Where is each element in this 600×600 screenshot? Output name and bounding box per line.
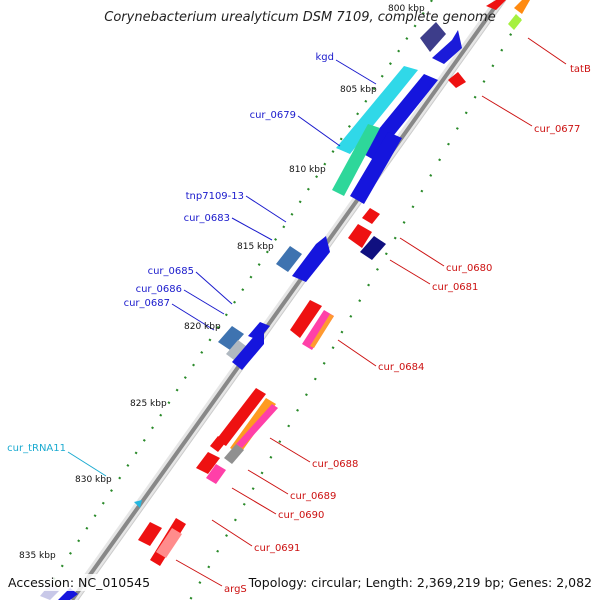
tick-label: 825 kbp [130,399,167,409]
gene-arrow-top [514,0,530,14]
tick-label: 815 kbp [237,242,274,252]
gene-cur_0690-b [206,464,226,484]
gene-arrow-bottom [58,588,78,600]
gene-cur_0679 [332,124,380,196]
tick-label: 810 kbp [289,165,326,175]
gene-arrow [362,208,380,224]
tick-label: 800 kbp [388,4,425,14]
gene-label: argS [224,584,247,595]
gene-argS [138,522,162,546]
gene-labels-red: tatB cur_0677 cur_0680 cur_0681 cur_0684… [224,64,591,595]
gene-label: cur_0689 [290,491,336,502]
gene-label: cur_0687 [124,298,170,309]
gene-block [420,22,446,52]
gene-cur_0691-b [156,528,182,558]
gene-label: tnp7109-13 [186,191,244,202]
accession-text: Accession: NC_010545 [6,574,153,591]
gene-block [218,326,244,350]
tick-label: 805 kbp [340,85,377,95]
gene-cur_0689-b [224,444,244,464]
gene-label: cur_0685 [148,266,194,277]
gene-small-marker [134,500,142,508]
gene-block [226,340,246,360]
backbone [67,0,507,600]
gene-kgd [336,66,418,154]
tick-label: 830 kbp [75,475,112,485]
gene-cur_0690 [196,452,220,474]
leader-lines-blue [171,59,377,331]
gene-block [276,246,302,272]
gene-label: kgd [316,52,335,63]
gene-cur_0688-b [236,404,278,448]
gene-labels-blue: kgd cur_0679 tnp7109-13 cur_0683 cur_068… [124,52,334,309]
gene-label: cur_0686 [136,284,182,295]
genome-summary-text: Topology: circular; Length: 2,369,219 bp… [246,574,594,591]
gene-cur_0689 [210,436,226,452]
leader-lines-cyan [67,451,107,477]
gene-arrow [248,322,270,340]
gene-arrow [232,330,264,370]
gene-arrow-top [508,14,522,30]
tick-label: 835 kbp [19,551,56,561]
gene-label: cur_0684 [378,362,424,373]
gene-label: cur_0681 [432,282,478,293]
gene-arrow-top [486,0,506,10]
gene-label: cur_0677 [534,124,580,135]
gene-label: tatB [570,64,591,75]
gene-cur_0684-strand [302,310,334,350]
gene-cur_0684-mid [310,314,334,348]
tick-label: 820 kbp [184,322,221,332]
map-title: Corynebacterium urealyticum DSM 7109, co… [104,10,496,25]
forward-genes [40,22,462,600]
gene-label: cur_0690 [278,510,324,521]
tick-labels: 800 kbp 805 kbp 810 kbp 815 kbp 820 kbp … [19,4,425,561]
gc-track-outer [189,17,521,600]
leader-lines-red [175,37,567,587]
gene-cur_0679-strand [350,132,402,204]
gene-labels-cyan: cur_tRNA11 [7,443,66,454]
gene-cur_0681 [360,236,386,260]
gene-cur_0688 [216,388,266,446]
reverse-genes [138,0,530,566]
gene-label: cur_0679 [250,110,296,121]
gene-cur_0680 [348,224,372,248]
gene-cur_0684 [290,300,322,338]
gene-arrow [432,30,462,64]
gene-label: cur_0683 [184,213,230,224]
gene-label: cur_0688 [312,459,358,470]
gene-arrow [448,72,466,88]
gene-label: cur_0680 [446,263,492,274]
gene-label: cur_0691 [254,543,300,554]
gene-kgd-strand [360,74,438,160]
gene-arrow [292,236,330,282]
gene-label: cur_tRNA11 [7,443,66,454]
